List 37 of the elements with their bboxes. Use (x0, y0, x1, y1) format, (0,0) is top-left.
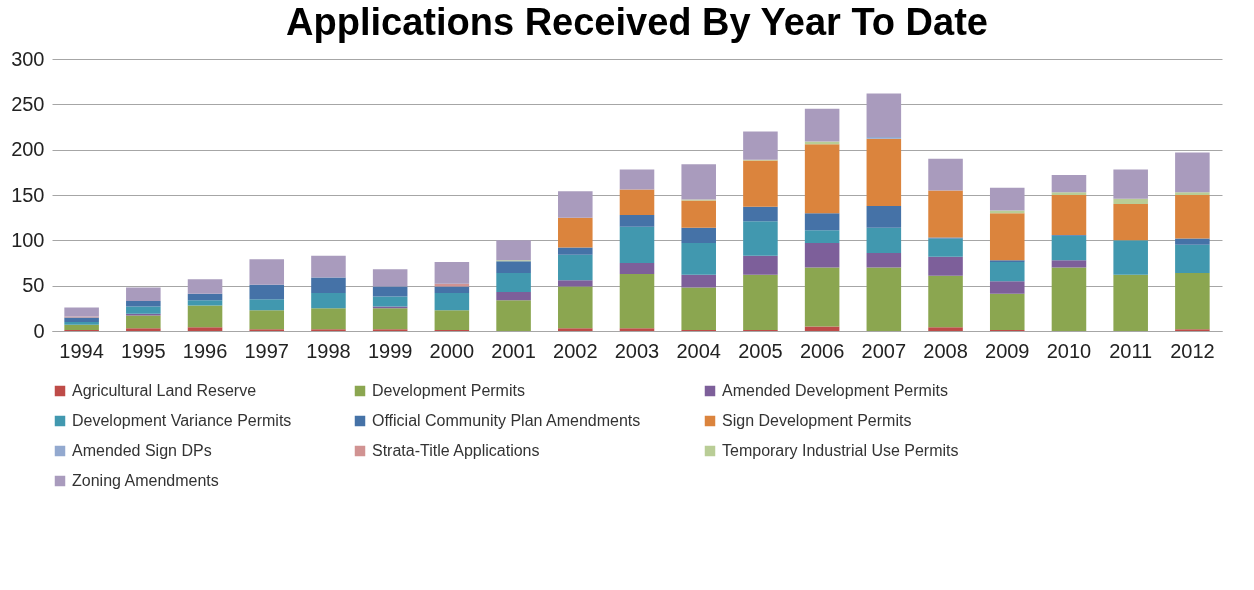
x-tick-label: 2007 (861, 339, 907, 362)
x-tick-label: 2012 (1170, 339, 1215, 362)
x-tick-label: 2005 (738, 339, 783, 362)
legend-label: Development Permits (372, 382, 525, 399)
y-tick-label: 0 (33, 319, 45, 342)
y-tick-label: 100 (11, 228, 45, 251)
y-tick-label: 150 (11, 183, 45, 206)
x-tick-label: 2009 (985, 339, 1030, 362)
x-tick-label: 2008 (923, 339, 968, 362)
x-tick-label: 2002 (553, 339, 598, 362)
x-tick-label: 1996 (182, 339, 228, 362)
legend-label: Sign Development Permits (722, 412, 912, 429)
y-tick-label: 50 (22, 274, 45, 297)
x-tick-label: 1999 (367, 339, 413, 362)
x-tick-label: 2003 (614, 339, 660, 362)
x-tick-label: 2006 (799, 339, 845, 362)
legend-label: Strata-Title Applications (372, 442, 540, 459)
legend-label: Amended Sign DPs (72, 442, 212, 459)
x-tick-label: 1994 (59, 339, 104, 362)
y-tick-label: 250 (11, 92, 45, 115)
x-tick-label: 1995 (121, 339, 166, 362)
x-tick-label: 1997 (244, 339, 289, 362)
chart-title: Applications Received By Year To Date (286, 1, 988, 43)
legend-label: Agricultural Land Reserve (72, 382, 257, 399)
x-tick-label: 2010 (1046, 339, 1092, 362)
legend-label: Development Variance Permits (72, 412, 292, 429)
x-tick-label: 2004 (676, 339, 721, 362)
legend-label: Official Community Plan Amendments (372, 412, 641, 429)
y-tick-label: 200 (11, 138, 45, 161)
x-tick-label: 1998 (306, 339, 351, 362)
x-tick-label: 2001 (491, 339, 536, 362)
y-tick-label: 300 (11, 47, 45, 70)
x-tick-label: 2011 (1109, 339, 1153, 362)
legend-label: Zoning Amendments (72, 472, 219, 489)
legend-label: Amended Development Permits (722, 382, 948, 399)
legend-label: Temporary Industrial Use Permits (722, 442, 959, 459)
x-tick-label: 2000 (429, 339, 475, 362)
